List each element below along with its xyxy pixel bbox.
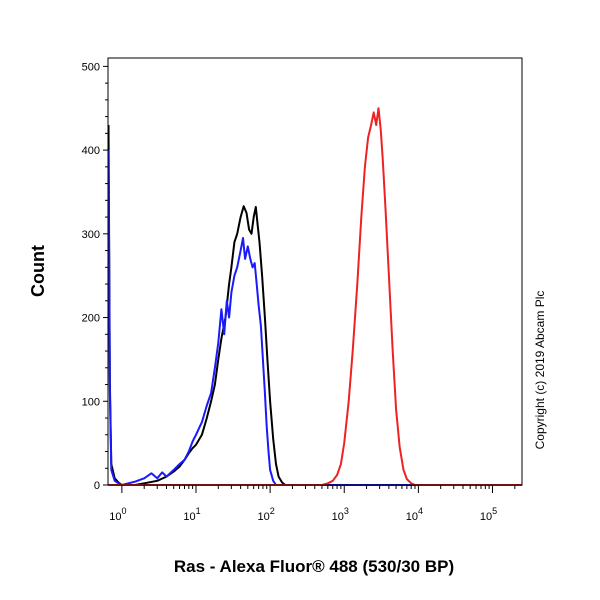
- histogram-series-2: [107, 150, 522, 486]
- y-tick-label: 0: [94, 480, 100, 492]
- y-tick-label: 500: [82, 61, 100, 73]
- x-tick-label: 104: [406, 506, 423, 523]
- x-axis-title: Ras - Alexa Fluor® 488 (530/30 BP): [174, 557, 454, 576]
- x-tick-label: 105: [480, 506, 497, 523]
- axis-layer: 0 100 200 300 400 500 100 101 102 103 104 105: [82, 61, 516, 523]
- plot-area: [108, 58, 522, 485]
- y-tick-label: 200: [82, 313, 100, 325]
- histogram-series-3: [108, 107, 522, 486]
- y-tick-label: 100: [82, 396, 100, 408]
- y-tick-label: 300: [82, 229, 100, 241]
- series-layer: [107, 107, 522, 486]
- copyright-annotation: Copyright (c) 2019 Abcam Plc: [533, 291, 547, 450]
- y-axis-title: Count: [28, 245, 48, 297]
- x-tick-label: 102: [257, 506, 274, 523]
- y-tick-label: 400: [82, 145, 100, 157]
- x-tick-label: 101: [183, 506, 200, 523]
- x-tick-label: 100: [109, 506, 126, 523]
- plot-frame: [107, 57, 523, 486]
- x-tick-label: 103: [332, 506, 349, 523]
